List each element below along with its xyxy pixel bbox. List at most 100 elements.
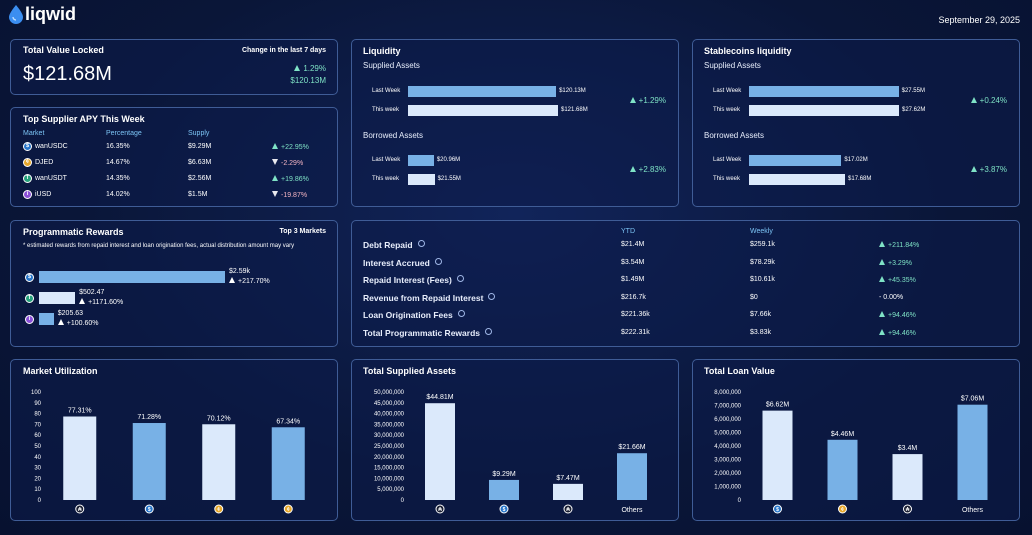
metric-label: Repaid Interest (Fees) bbox=[363, 275, 464, 285]
chart-bar[interactable] bbox=[892, 454, 923, 500]
apy-supply: $2.56M bbox=[188, 175, 212, 182]
apy-market: wanUSDT bbox=[35, 175, 67, 182]
chart-bar[interactable] bbox=[202, 424, 236, 500]
up-arrow-icon bbox=[272, 175, 278, 181]
info-icon[interactable] bbox=[417, 240, 425, 247]
droplet-icon bbox=[9, 5, 23, 24]
reward-change-value: +217.70% bbox=[238, 278, 270, 285]
reward-bar bbox=[39, 313, 54, 325]
svg-text:₳: ₳ bbox=[566, 507, 570, 513]
liquidity-title: Liquidity bbox=[363, 46, 401, 56]
chart-bar[interactable] bbox=[271, 427, 305, 500]
liquidity-panel: Liquidity Supplied Assets Borrowed Asset… bbox=[351, 39, 679, 207]
supplied-chart: 0 5,000,000 10,000,000 15,000,000 20,000,000… bbox=[374, 390, 647, 514]
chart-bar[interactable] bbox=[489, 479, 519, 500]
up-arrow-icon bbox=[879, 328, 885, 335]
info-icon[interactable] bbox=[485, 327, 492, 335]
chart-bar[interactable] bbox=[553, 483, 583, 500]
y-tick-label: 20,000,000 bbox=[374, 455, 405, 461]
y-tick-label: 90 bbox=[34, 401, 41, 407]
loan-panel: Total Loan Value 0 1,000,000 2,000,000 3,00… bbox=[692, 359, 1020, 521]
y-tick-label: 50 bbox=[34, 444, 41, 450]
y-tick-label: 60 bbox=[34, 433, 41, 439]
chart-bar[interactable] bbox=[762, 410, 793, 500]
stable-panel: Stablecoins liquidity Supplied Assets Bo… bbox=[692, 39, 1020, 207]
iusd-coin-icon: i bbox=[23, 190, 32, 199]
liquidity-bar bbox=[408, 105, 558, 116]
y-tick-label: 5,000,000 bbox=[714, 431, 741, 437]
liquidity-bar bbox=[749, 174, 846, 185]
y-tick-label: 5,000,000 bbox=[377, 487, 404, 493]
usdt-coin-icon: T bbox=[25, 294, 34, 303]
metric-weekly: $3.83k bbox=[750, 328, 772, 336]
y-tick-label: 70 bbox=[34, 422, 41, 428]
metric-ytd: $3.54M bbox=[621, 258, 645, 266]
bar-value-label: 70.12% bbox=[207, 415, 231, 422]
chart-bar[interactable] bbox=[132, 423, 166, 500]
bar-value-label: $3.4M bbox=[898, 445, 918, 452]
apy-change-value: +19.86% bbox=[281, 176, 309, 183]
week-label: This week bbox=[372, 176, 400, 182]
y-tick-label: 40 bbox=[34, 455, 41, 461]
tvl-change-label: Change in the last 7 days bbox=[241, 47, 326, 54]
svg-text:¢: ¢ bbox=[287, 507, 290, 513]
liquidity-bar-value: $121.68M bbox=[561, 107, 588, 113]
y-tick-label: 6,000,000 bbox=[714, 417, 741, 423]
tvl-value: $121.68M bbox=[23, 63, 112, 85]
apy-supply: $1.5M bbox=[188, 191, 208, 198]
y-tick-label: 80 bbox=[34, 412, 41, 418]
chart-bar[interactable] bbox=[827, 439, 858, 500]
info-icon[interactable] bbox=[434, 257, 442, 265]
metric-label: Debt Repaid bbox=[363, 240, 425, 250]
up-arrow-icon bbox=[879, 241, 885, 247]
bar-value-label: $4.46M bbox=[831, 431, 855, 438]
liquidity-change: +3.87% bbox=[970, 165, 1007, 174]
apy-change: +22.95% bbox=[272, 143, 309, 151]
bar-value-label: 71.28% bbox=[137, 414, 161, 421]
y-tick-label: 2,000,000 bbox=[714, 471, 741, 477]
y-tick-label: 25,000,000 bbox=[374, 444, 405, 450]
y-tick-label: 40,000,000 bbox=[374, 412, 405, 418]
liquidity-bar-value: $27.55M bbox=[901, 88, 925, 94]
apy-change: -19.87% bbox=[272, 191, 307, 199]
stable-borrowed-title: Borrowed Assets bbox=[704, 131, 765, 140]
reward-bar bbox=[39, 292, 76, 304]
metric-label-text: Revenue from Repaid Interest bbox=[363, 292, 484, 303]
reward-change: +217.70% bbox=[229, 277, 270, 285]
week-label: This week bbox=[713, 176, 741, 182]
week-label: This week bbox=[713, 107, 741, 113]
up-arrow-icon bbox=[229, 277, 235, 283]
liquidity-bar bbox=[749, 86, 899, 97]
tvl-change-pct: 1.29% bbox=[303, 64, 326, 73]
svg-text:₳: ₳ bbox=[438, 507, 442, 513]
bar-value-label: $7.06M bbox=[961, 396, 985, 403]
djed-coin-icon: ¢ bbox=[214, 504, 224, 514]
up-arrow-icon bbox=[294, 65, 301, 71]
svg-text:$: $ bbox=[776, 507, 779, 513]
col-supply: Supply bbox=[188, 130, 210, 137]
iusd-coin-icon: i bbox=[25, 315, 34, 324]
chart-bar[interactable] bbox=[617, 453, 647, 500]
chart-bar[interactable] bbox=[957, 404, 988, 500]
brand-name: liqwid bbox=[25, 4, 76, 24]
apy-change-value: -19.87% bbox=[281, 192, 308, 199]
metric-label-text: Repaid Interest (Fees) bbox=[363, 275, 452, 285]
chart-bar[interactable] bbox=[63, 416, 97, 500]
liquidity-bar-value: $21.55M bbox=[437, 176, 461, 182]
metric-weekly: $259.1k bbox=[750, 241, 775, 248]
y-tick-label: 100 bbox=[31, 390, 42, 396]
stable-supplied-title: Supplied Assets bbox=[704, 61, 761, 70]
col-ytd: YTD bbox=[621, 228, 635, 235]
week-label: Last Week bbox=[713, 157, 742, 163]
metric-change: - 0.00% bbox=[879, 294, 903, 301]
chart-bar[interactable] bbox=[425, 403, 455, 500]
utilization-title: Market Utilization bbox=[23, 366, 98, 376]
info-icon[interactable] bbox=[457, 310, 465, 317]
info-icon[interactable] bbox=[488, 292, 496, 300]
y-tick-label: 20 bbox=[34, 476, 41, 482]
apy-supply: $9.29M bbox=[188, 143, 212, 150]
supplied-chart-title: Total Supplied Assets bbox=[363, 366, 457, 376]
info-icon[interactable] bbox=[456, 275, 464, 282]
djed-coin-icon: ¢ bbox=[23, 158, 32, 167]
svg-text:$: $ bbox=[503, 507, 506, 513]
